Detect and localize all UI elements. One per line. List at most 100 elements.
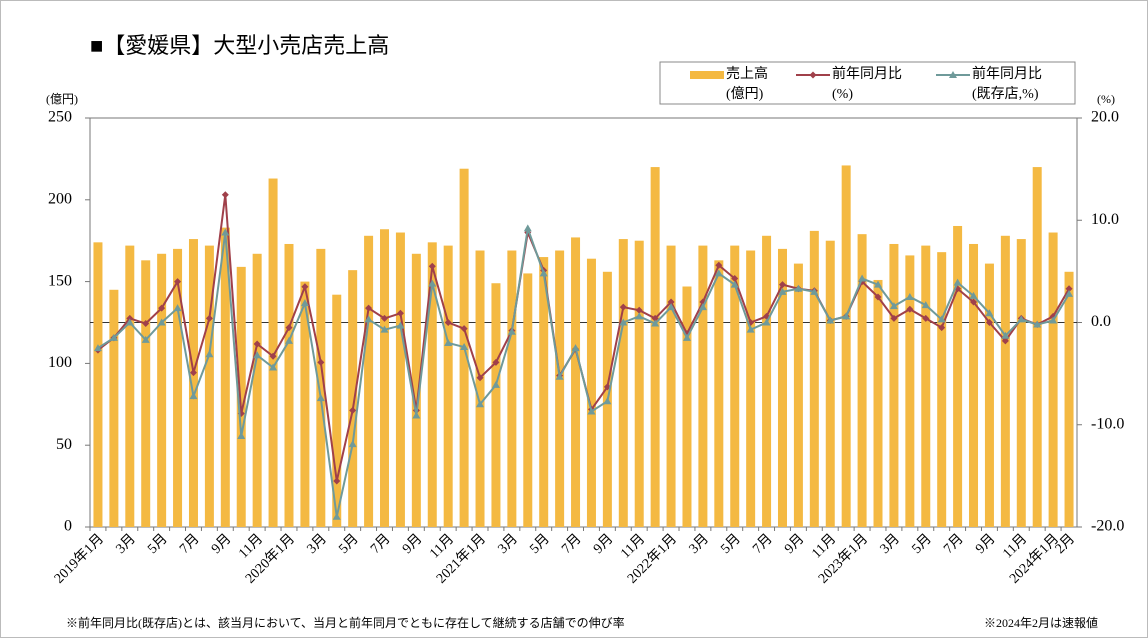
line-marker bbox=[396, 309, 404, 317]
legend-unit: (%) bbox=[832, 87, 853, 102]
bar bbox=[491, 283, 501, 527]
line-marker bbox=[731, 275, 739, 283]
line-marker bbox=[715, 261, 723, 269]
line-marker bbox=[285, 324, 293, 332]
line-marker bbox=[126, 314, 134, 322]
bar bbox=[157, 253, 167, 527]
line-marker bbox=[635, 312, 644, 320]
line-marker bbox=[364, 315, 373, 323]
line-marker bbox=[889, 302, 898, 310]
line-marker bbox=[444, 319, 452, 326]
line-marker bbox=[174, 278, 182, 286]
line-marker bbox=[157, 318, 166, 326]
line-marker bbox=[221, 191, 229, 199]
bar bbox=[141, 260, 151, 527]
line-marker bbox=[269, 363, 278, 371]
line-marker bbox=[269, 352, 277, 360]
line-marker bbox=[349, 406, 357, 414]
bar bbox=[825, 240, 835, 527]
bar bbox=[316, 248, 326, 527]
bar bbox=[762, 235, 772, 528]
bar bbox=[364, 235, 374, 528]
bar bbox=[300, 281, 310, 527]
line-marker bbox=[380, 325, 389, 333]
legend-label: 前年同月比 bbox=[832, 65, 902, 82]
line-marker bbox=[826, 316, 835, 324]
legend-unit: (既存店,%) bbox=[972, 86, 1039, 102]
line-marker bbox=[523, 224, 532, 232]
line-marker bbox=[571, 344, 580, 352]
bar bbox=[1064, 271, 1074, 527]
bar bbox=[348, 270, 358, 527]
line-marker bbox=[985, 309, 994, 317]
line-marker bbox=[396, 321, 405, 329]
line-marker bbox=[1049, 316, 1058, 324]
line-marker bbox=[301, 283, 309, 291]
line-marker bbox=[810, 287, 819, 295]
bar bbox=[777, 248, 787, 527]
line-marker bbox=[205, 314, 213, 322]
y2-tick-label: 0.0 bbox=[1091, 313, 1111, 330]
legend-swatch bbox=[690, 71, 724, 79]
bar bbox=[555, 250, 565, 528]
y-tick-label: 250 bbox=[48, 109, 72, 126]
line-marker bbox=[985, 319, 993, 326]
bar bbox=[188, 239, 198, 527]
line-marker bbox=[333, 477, 341, 485]
bar bbox=[571, 237, 581, 528]
footnote: ※前年同月比(既存店)とは、該当月において、当月と前年同月でともに存在して継続す… bbox=[66, 615, 625, 630]
line-marker bbox=[651, 314, 659, 322]
line-marker bbox=[1065, 289, 1074, 297]
bar bbox=[937, 252, 947, 528]
bar bbox=[443, 245, 453, 527]
line-marker bbox=[444, 338, 453, 346]
bar bbox=[969, 243, 979, 528]
bar bbox=[809, 230, 819, 527]
bar bbox=[1000, 235, 1010, 528]
line-marker bbox=[381, 314, 389, 322]
y-tick-label: 0 bbox=[64, 518, 72, 535]
line-marker bbox=[316, 394, 325, 402]
bar bbox=[1016, 239, 1026, 527]
line-marker bbox=[300, 299, 309, 307]
bar bbox=[380, 229, 390, 528]
bar bbox=[650, 167, 660, 527]
bar bbox=[284, 243, 294, 528]
line-marker bbox=[969, 291, 978, 299]
bar bbox=[618, 239, 628, 527]
line-marker bbox=[158, 304, 166, 312]
y2-tick-label: 10.0 bbox=[1091, 211, 1119, 228]
line-marker bbox=[794, 284, 803, 292]
line-marker bbox=[619, 303, 627, 311]
line-marker bbox=[809, 71, 817, 79]
line-marker bbox=[938, 324, 946, 332]
line-marker bbox=[682, 333, 691, 341]
legend bbox=[659, 61, 1076, 105]
y2-tick-label: 20.0 bbox=[1091, 109, 1119, 126]
line-marker bbox=[189, 392, 198, 400]
line-marker bbox=[365, 304, 373, 312]
bar bbox=[204, 245, 214, 527]
line-marker bbox=[874, 293, 882, 301]
line-marker bbox=[428, 262, 436, 270]
line-marker bbox=[858, 274, 867, 282]
bar bbox=[507, 250, 517, 528]
line-marker bbox=[460, 325, 468, 333]
line-marker bbox=[237, 431, 246, 439]
line-marker bbox=[460, 343, 469, 351]
bar bbox=[634, 240, 644, 527]
line-marker bbox=[205, 350, 214, 358]
bar bbox=[252, 253, 262, 527]
line-marker bbox=[874, 280, 883, 288]
line-marker bbox=[1001, 337, 1009, 345]
line-marker bbox=[651, 319, 660, 327]
line-marker bbox=[492, 358, 500, 366]
line-marker bbox=[253, 340, 261, 348]
bar bbox=[984, 263, 994, 527]
bar bbox=[793, 263, 803, 527]
y2-tick-label: -20.0 bbox=[1091, 518, 1124, 535]
bar bbox=[586, 258, 596, 527]
line-marker bbox=[667, 298, 675, 306]
bar bbox=[953, 225, 963, 527]
